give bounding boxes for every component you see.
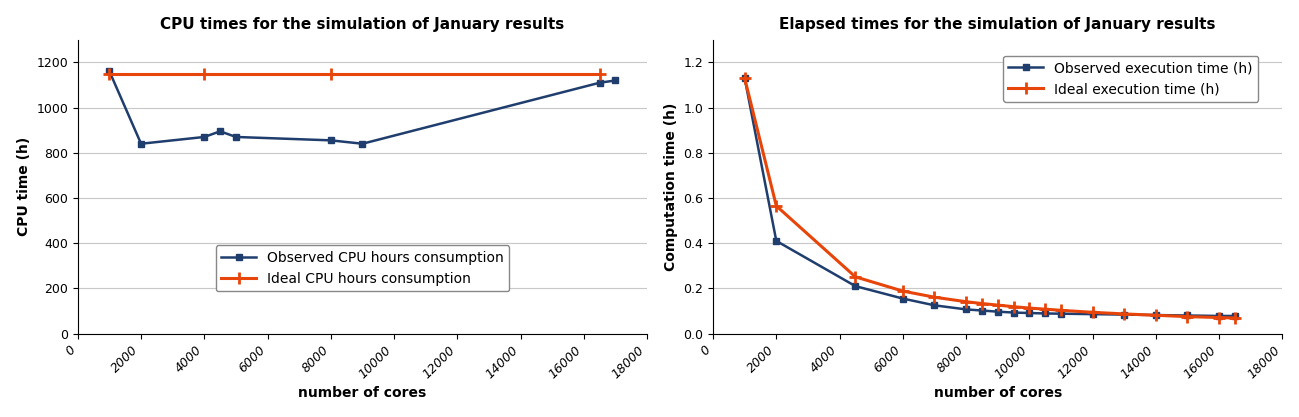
Y-axis label: CPU time (h): CPU time (h) <box>17 137 31 236</box>
Y-axis label: Computation time (h): Computation time (h) <box>664 103 678 271</box>
Observed execution time (h) <box>1228 314 1243 319</box>
Observed execution time (h) <box>959 307 974 312</box>
Observed execution time (h) <box>737 76 752 81</box>
Ideal CPU hours consumption <box>592 71 608 76</box>
X-axis label: number of cores: number of cores <box>934 386 1061 400</box>
Ideal execution time (h) <box>1179 314 1195 319</box>
X-axis label: number of cores: number of cores <box>299 386 426 400</box>
Observed CPU hours consumption <box>212 129 227 134</box>
Title: Elapsed times for the simulation of January results: Elapsed times for the simulation of Janu… <box>779 17 1216 32</box>
Line: Ideal execution time (h): Ideal execution time (h) <box>738 72 1241 324</box>
Ideal execution time (h) <box>1228 316 1243 321</box>
Observed execution time (h) <box>895 296 911 301</box>
Ideal execution time (h) <box>895 289 911 294</box>
Ideal execution time (h) <box>926 295 942 300</box>
Observed execution time (h) <box>1053 311 1069 316</box>
Ideal execution time (h) <box>1005 304 1021 309</box>
Observed CPU hours consumption <box>592 80 608 85</box>
Ideal execution time (h) <box>1038 306 1053 311</box>
Ideal execution time (h) <box>990 303 1005 308</box>
Ideal execution time (h) <box>1021 306 1037 311</box>
Observed execution time (h) <box>769 239 785 244</box>
Ideal execution time (h) <box>1148 313 1164 318</box>
Observed CPU hours consumption <box>355 141 370 146</box>
Legend: Observed CPU hours consumption, Ideal CPU hours consumption: Observed CPU hours consumption, Ideal CP… <box>216 245 509 291</box>
Ideal execution time (h) <box>959 299 974 304</box>
Line: Observed execution time (h): Observed execution time (h) <box>742 75 1238 319</box>
Observed execution time (h) <box>1021 311 1037 316</box>
Ideal execution time (h) <box>847 274 863 279</box>
Observed CPU hours consumption <box>196 134 212 139</box>
Observed execution time (h) <box>1005 310 1021 315</box>
Observed execution time (h) <box>926 303 942 308</box>
Ideal CPU hours consumption <box>101 71 117 76</box>
Observed execution time (h) <box>1038 311 1053 316</box>
Title: CPU times for the simulation of January results: CPU times for the simulation of January … <box>160 17 565 32</box>
Ideal execution time (h) <box>1211 315 1226 320</box>
Observed execution time (h) <box>990 309 1005 314</box>
Observed CPU hours consumption <box>608 78 624 83</box>
Observed execution time (h) <box>1148 313 1164 318</box>
Ideal execution time (h) <box>1085 310 1100 315</box>
Ideal CPU hours consumption <box>323 71 339 76</box>
Ideal execution time (h) <box>974 301 990 306</box>
Ideal execution time (h) <box>1116 311 1131 317</box>
Observed execution time (h) <box>1179 313 1195 318</box>
Observed execution time (h) <box>1211 314 1226 319</box>
Ideal execution time (h) <box>737 76 752 81</box>
Line: Observed CPU hours consumption: Observed CPU hours consumption <box>107 68 618 147</box>
Observed CPU hours consumption <box>323 138 339 143</box>
Observed CPU hours consumption <box>101 69 117 74</box>
Observed execution time (h) <box>1116 312 1131 317</box>
Observed execution time (h) <box>847 284 863 289</box>
Ideal execution time (h) <box>1053 308 1069 313</box>
Line: Ideal CPU hours consumption: Ideal CPU hours consumption <box>103 68 605 80</box>
Observed execution time (h) <box>974 308 990 313</box>
Observed CPU hours consumption <box>134 141 149 146</box>
Observed execution time (h) <box>1085 311 1100 317</box>
Observed CPU hours consumption <box>229 134 244 139</box>
Ideal execution time (h) <box>769 203 785 208</box>
Legend: Observed execution time (h), Ideal execution time (h): Observed execution time (h), Ideal execu… <box>1003 55 1259 102</box>
Ideal CPU hours consumption <box>196 71 212 76</box>
